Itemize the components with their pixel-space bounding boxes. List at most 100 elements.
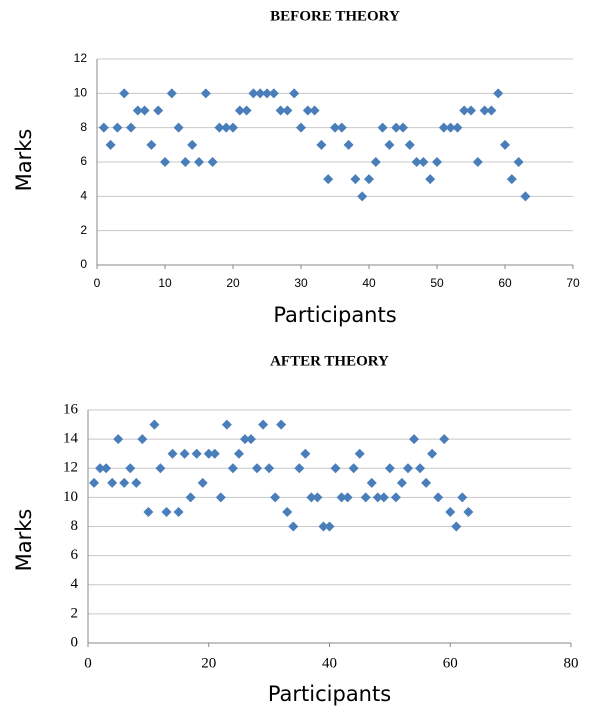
point [288,521,299,532]
point [354,448,365,459]
point [221,419,232,430]
point [248,88,259,99]
point [360,492,371,503]
point [377,122,388,133]
point [155,463,166,474]
point [131,477,142,488]
point [372,492,383,503]
point [391,122,402,133]
y-tick-label: 6 [71,547,79,563]
point [228,122,238,133]
chart-title: BEFORE THEORY [270,8,400,24]
point [173,122,184,133]
point [506,174,517,185]
point [139,105,150,116]
point [95,463,106,474]
point [112,122,123,133]
point [161,506,172,517]
point [384,139,395,150]
point [421,477,432,488]
point [89,477,100,488]
x-tick-label: 20 [226,276,240,290]
y-tick-label: 2 [80,223,87,237]
point [463,506,474,517]
point [309,105,320,116]
point [107,477,118,488]
point [119,88,130,99]
point [342,492,353,503]
point [402,463,413,474]
point [316,139,327,150]
point [411,157,422,167]
x-tick-label: 50 [430,276,444,290]
y-tick-label: 0 [71,634,79,650]
point [398,122,408,133]
point [302,105,313,116]
x-axis-label: Participants [273,303,396,327]
point [415,463,426,474]
point [336,492,347,503]
point [262,88,272,99]
x-tick-label: 0 [94,276,101,290]
chart-title: AFTER THEORY [270,353,389,369]
point [214,122,225,133]
y-tick-label: 8 [71,518,79,534]
point [105,139,116,150]
point [357,191,368,202]
point [215,492,226,503]
y-tick-label: 4 [80,189,87,203]
point [451,521,462,532]
point [300,448,311,459]
point [459,105,470,116]
point [343,139,354,150]
point [336,122,347,133]
point [366,477,377,488]
point [132,105,143,116]
point [252,463,263,474]
point [323,174,334,185]
point [466,105,476,116]
point [396,477,407,488]
point [234,105,245,116]
point [149,419,160,430]
point [258,419,269,430]
point [306,492,317,503]
point [370,157,381,167]
point [418,157,429,167]
point [404,139,415,150]
point [180,157,191,167]
point [493,88,504,99]
y-tick-label: 8 [80,120,87,134]
point [233,448,244,459]
point [160,157,170,167]
point [191,448,202,459]
point [384,463,395,474]
x-tick-label: 60 [443,655,458,671]
point [439,434,450,445]
x-tick-label: 60 [498,276,512,290]
y-tick-label: 16 [63,401,79,417]
point [500,139,510,150]
point [137,434,148,445]
point [270,492,281,503]
point [330,463,341,474]
point [246,434,257,445]
point [241,105,252,116]
point [264,463,275,474]
y-tick-label: 4 [71,576,79,592]
point [312,492,323,503]
point [101,463,112,474]
point [221,122,232,133]
point [179,448,190,459]
point [185,492,196,503]
x-tick-label: 40 [362,276,376,290]
point [282,506,293,517]
point [194,157,204,167]
x-tick-label: 0 [84,655,92,671]
point [203,448,214,459]
point [167,448,178,459]
point [143,506,154,517]
point [197,477,208,488]
